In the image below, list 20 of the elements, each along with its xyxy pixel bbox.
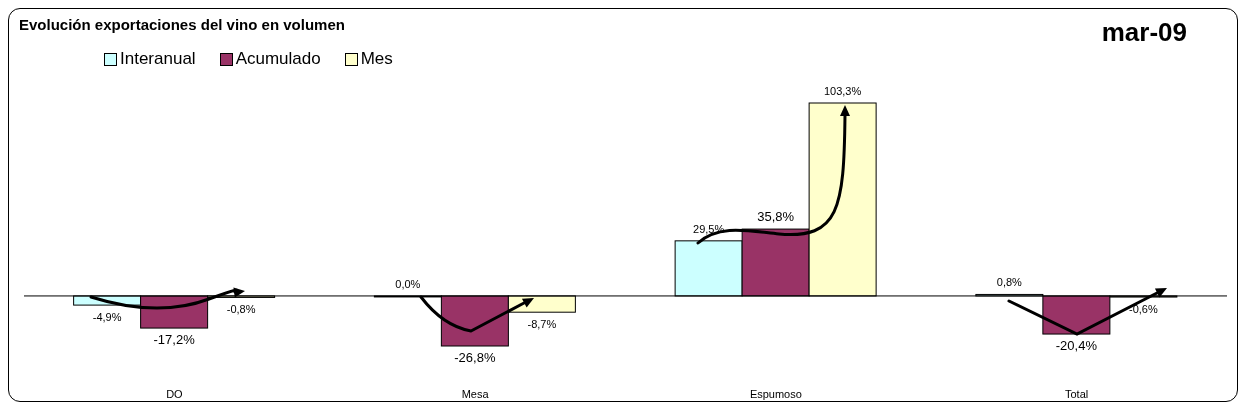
data-label: -0,8% (226, 303, 256, 316)
data-label: 35,8% (757, 209, 795, 225)
x-tick-label: Total (1065, 387, 1089, 400)
chart-title: Evolución exportaciones del vino en volumen (19, 16, 345, 33)
data-label: 0,0% (395, 277, 421, 290)
data-label: -17,2% (153, 332, 196, 348)
x-tick-label: Mesa (461, 387, 490, 400)
legend-label: Acumulado (234, 49, 321, 69)
data-label: -8,7% (527, 318, 557, 331)
data-label: -20,4% (1055, 338, 1098, 354)
data-label: -26,8% (454, 350, 496, 365)
x-tick-label: DO (166, 387, 184, 400)
data-label: -4,9% (92, 311, 122, 324)
legend-label: Mes (359, 49, 393, 69)
legend-label: Interanual (119, 49, 196, 69)
data-label: -0,6% (1129, 303, 1158, 316)
data-label: 103,3% (823, 85, 862, 97)
data-label: 0,8% (996, 276, 1023, 289)
x-tick-label: Espumoso (749, 387, 802, 400)
text: mar-09 (1101, 17, 1187, 48)
